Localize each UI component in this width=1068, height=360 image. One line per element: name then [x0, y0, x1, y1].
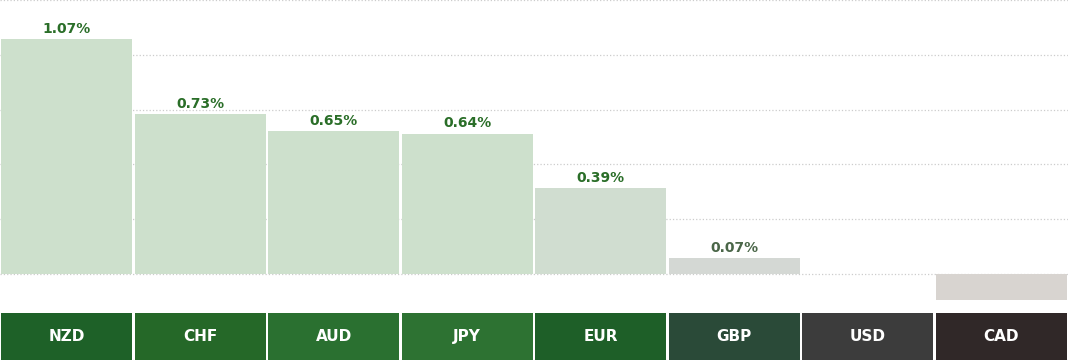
- Text: 0.73%: 0.73%: [176, 96, 224, 111]
- Text: USD: USD: [850, 329, 885, 344]
- Text: CAD: CAD: [984, 329, 1019, 344]
- Bar: [135, 313, 266, 360]
- Text: CHF: CHF: [183, 329, 218, 344]
- Bar: [402, 313, 533, 360]
- Text: NZD: NZD: [48, 329, 85, 344]
- Bar: [135, 114, 266, 274]
- Bar: [1, 40, 132, 274]
- Bar: [268, 131, 399, 274]
- Text: JPY: JPY: [453, 329, 482, 344]
- Text: 0.39%: 0.39%: [577, 171, 625, 185]
- Text: AUD: AUD: [316, 329, 351, 344]
- Bar: [535, 313, 666, 360]
- Text: 0.07%: 0.07%: [710, 241, 758, 255]
- Text: 1.07%: 1.07%: [43, 22, 91, 36]
- Bar: [802, 313, 933, 360]
- Bar: [1, 313, 132, 360]
- Text: GBP: GBP: [717, 329, 752, 344]
- Bar: [669, 313, 800, 360]
- Bar: [535, 188, 666, 274]
- Bar: [936, 274, 1067, 300]
- Bar: [669, 258, 800, 274]
- Bar: [268, 313, 399, 360]
- Bar: [936, 313, 1067, 360]
- Text: 0.65%: 0.65%: [310, 114, 358, 128]
- Text: 0.64%: 0.64%: [443, 116, 491, 130]
- Bar: [402, 134, 533, 274]
- Text: EUR: EUR: [583, 329, 618, 344]
